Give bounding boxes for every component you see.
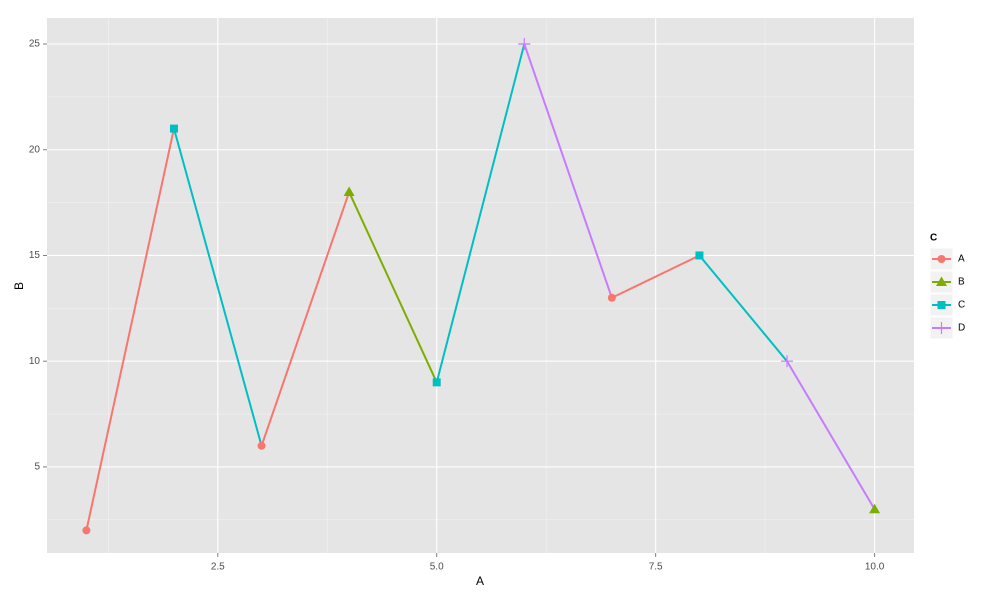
point	[257, 441, 266, 450]
line-segment	[435, 43, 526, 383]
line-segment	[173, 128, 263, 447]
point	[781, 355, 794, 368]
line-segment	[786, 360, 876, 510]
x-tick-label: 5.0	[430, 562, 444, 573]
line-segment	[698, 254, 788, 362]
legend-symbol	[936, 276, 947, 286]
legend-title: C	[930, 233, 937, 244]
x-tick-label: 10.0	[865, 562, 885, 573]
line-segment	[260, 191, 351, 447]
point	[518, 38, 531, 51]
point	[607, 293, 616, 302]
y-tick-label: 5	[34, 462, 40, 473]
line-segment	[348, 191, 438, 383]
y-axis-title: B	[12, 282, 26, 290]
panel	[47, 18, 914, 553]
point	[169, 124, 178, 133]
legend-label: C	[958, 300, 965, 311]
x-axis-title: A	[476, 574, 484, 588]
legend-symbol	[935, 322, 948, 334]
legend-label: B	[958, 277, 965, 288]
y-tick-label: 10	[29, 356, 41, 367]
line-segment	[85, 128, 175, 531]
y-tick-label: 15	[29, 250, 41, 261]
legend-label: A	[958, 254, 965, 265]
point	[343, 186, 355, 197]
point	[82, 526, 91, 535]
legend-symbol	[937, 255, 946, 263]
y-tick-label: 20	[29, 144, 41, 155]
x-tick-label: 7.5	[649, 562, 663, 573]
legend-symbol	[937, 301, 946, 309]
y-tick-label: 25	[29, 39, 41, 50]
point	[432, 378, 441, 387]
legend-label: D	[958, 323, 965, 334]
x-tick-label: 2.5	[211, 562, 225, 573]
point	[695, 251, 704, 260]
point	[869, 503, 881, 514]
line-segment	[523, 43, 613, 299]
line-segment	[611, 254, 700, 299]
